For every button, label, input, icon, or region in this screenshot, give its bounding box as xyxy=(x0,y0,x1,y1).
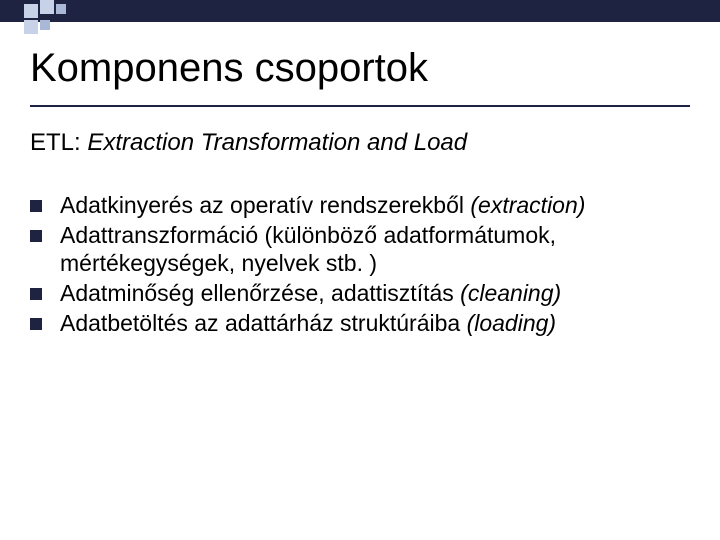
list-item: Adatkinyerés az operatív rendszerekből (… xyxy=(30,191,690,219)
bullet-paren: (loading) xyxy=(467,310,557,336)
list-item: Adattranszformáció (különböző adatformát… xyxy=(30,221,690,277)
bullet-text: Adatkinyerés az operatív rendszerekből (… xyxy=(60,191,585,219)
bullet-text: Adatminőség ellenőrzése, adattisztítás (… xyxy=(60,279,561,307)
bullet-main: Adatkinyerés az operatív rendszerekből xyxy=(60,192,470,218)
template-square-decor xyxy=(24,20,38,34)
slide-content: Komponens csoportok ETL: Extraction Tran… xyxy=(30,34,690,339)
bullet-list: Adatkinyerés az operatív rendszerekből (… xyxy=(30,191,690,337)
bullet-paren: (extraction) xyxy=(470,192,585,218)
list-item: Adatbetöltés az adattárház struktúráiba … xyxy=(30,309,690,337)
bullet-main: Adatbetöltés az adattárház struktúráiba xyxy=(60,310,467,336)
template-square-decor xyxy=(40,20,50,30)
template-square-decor xyxy=(24,4,38,18)
subtitle-label: ETL: xyxy=(30,129,81,156)
bullet-text: Adatbetöltés az adattárház struktúráiba … xyxy=(60,309,556,337)
bullet-main: Adattranszformáció (különböző adatformát… xyxy=(60,222,556,276)
square-bullet-icon xyxy=(30,200,42,212)
square-bullet-icon xyxy=(30,318,42,330)
square-bullet-icon xyxy=(30,230,42,242)
template-square-decor xyxy=(56,4,66,14)
slide-subtitle: ETL: Extraction Transformation and Load xyxy=(30,129,690,157)
list-item: Adatminőség ellenőrzése, adattisztítás (… xyxy=(30,279,690,307)
subtitle-expansion: Extraction Transformation and Load xyxy=(87,129,467,156)
bullet-main: Adatminőség ellenőrzése, adattisztítás xyxy=(60,280,460,306)
square-bullet-icon xyxy=(30,288,42,300)
bullet-paren: (cleaning) xyxy=(460,280,561,306)
template-square-decor xyxy=(40,0,54,14)
bullet-text: Adattranszformáció (különböző adatformát… xyxy=(60,221,690,277)
template-top-bar xyxy=(0,0,720,22)
slide-title: Komponens csoportok xyxy=(30,34,690,107)
